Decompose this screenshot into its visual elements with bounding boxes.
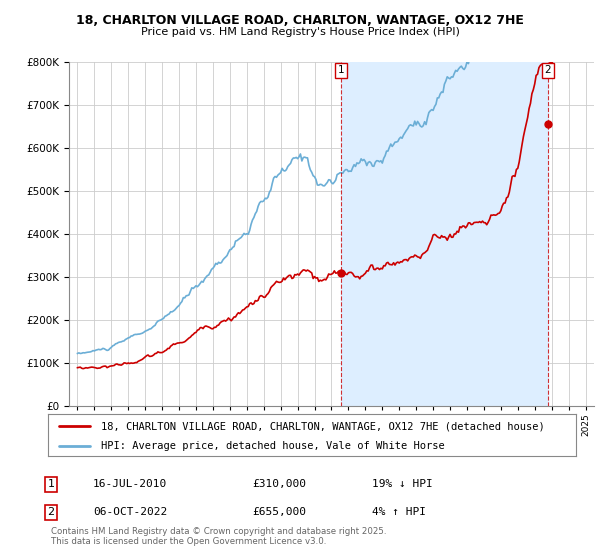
Text: 18, CHARLTON VILLAGE ROAD, CHARLTON, WANTAGE, OX12 7HE: 18, CHARLTON VILLAGE ROAD, CHARLTON, WAN… — [76, 14, 524, 27]
Bar — [341, 62, 548, 406]
Text: 1: 1 — [47, 479, 55, 489]
Text: 4% ↑ HPI: 4% ↑ HPI — [372, 507, 426, 517]
Text: 19% ↓ HPI: 19% ↓ HPI — [372, 479, 433, 489]
Text: £655,000: £655,000 — [252, 507, 306, 517]
Text: 2: 2 — [544, 65, 551, 75]
Text: HPI: Average price, detached house, Vale of White Horse: HPI: Average price, detached house, Vale… — [101, 441, 445, 451]
Text: £310,000: £310,000 — [252, 479, 306, 489]
Text: 16-JUL-2010: 16-JUL-2010 — [93, 479, 167, 489]
Text: Price paid vs. HM Land Registry's House Price Index (HPI): Price paid vs. HM Land Registry's House … — [140, 27, 460, 37]
Text: 2: 2 — [47, 507, 55, 517]
Text: 06-OCT-2022: 06-OCT-2022 — [93, 507, 167, 517]
Text: 1: 1 — [337, 65, 344, 75]
Text: 18, CHARLTON VILLAGE ROAD, CHARLTON, WANTAGE, OX12 7HE (detached house): 18, CHARLTON VILLAGE ROAD, CHARLTON, WAN… — [101, 421, 545, 431]
Text: Contains HM Land Registry data © Crown copyright and database right 2025.
This d: Contains HM Land Registry data © Crown c… — [51, 526, 386, 546]
